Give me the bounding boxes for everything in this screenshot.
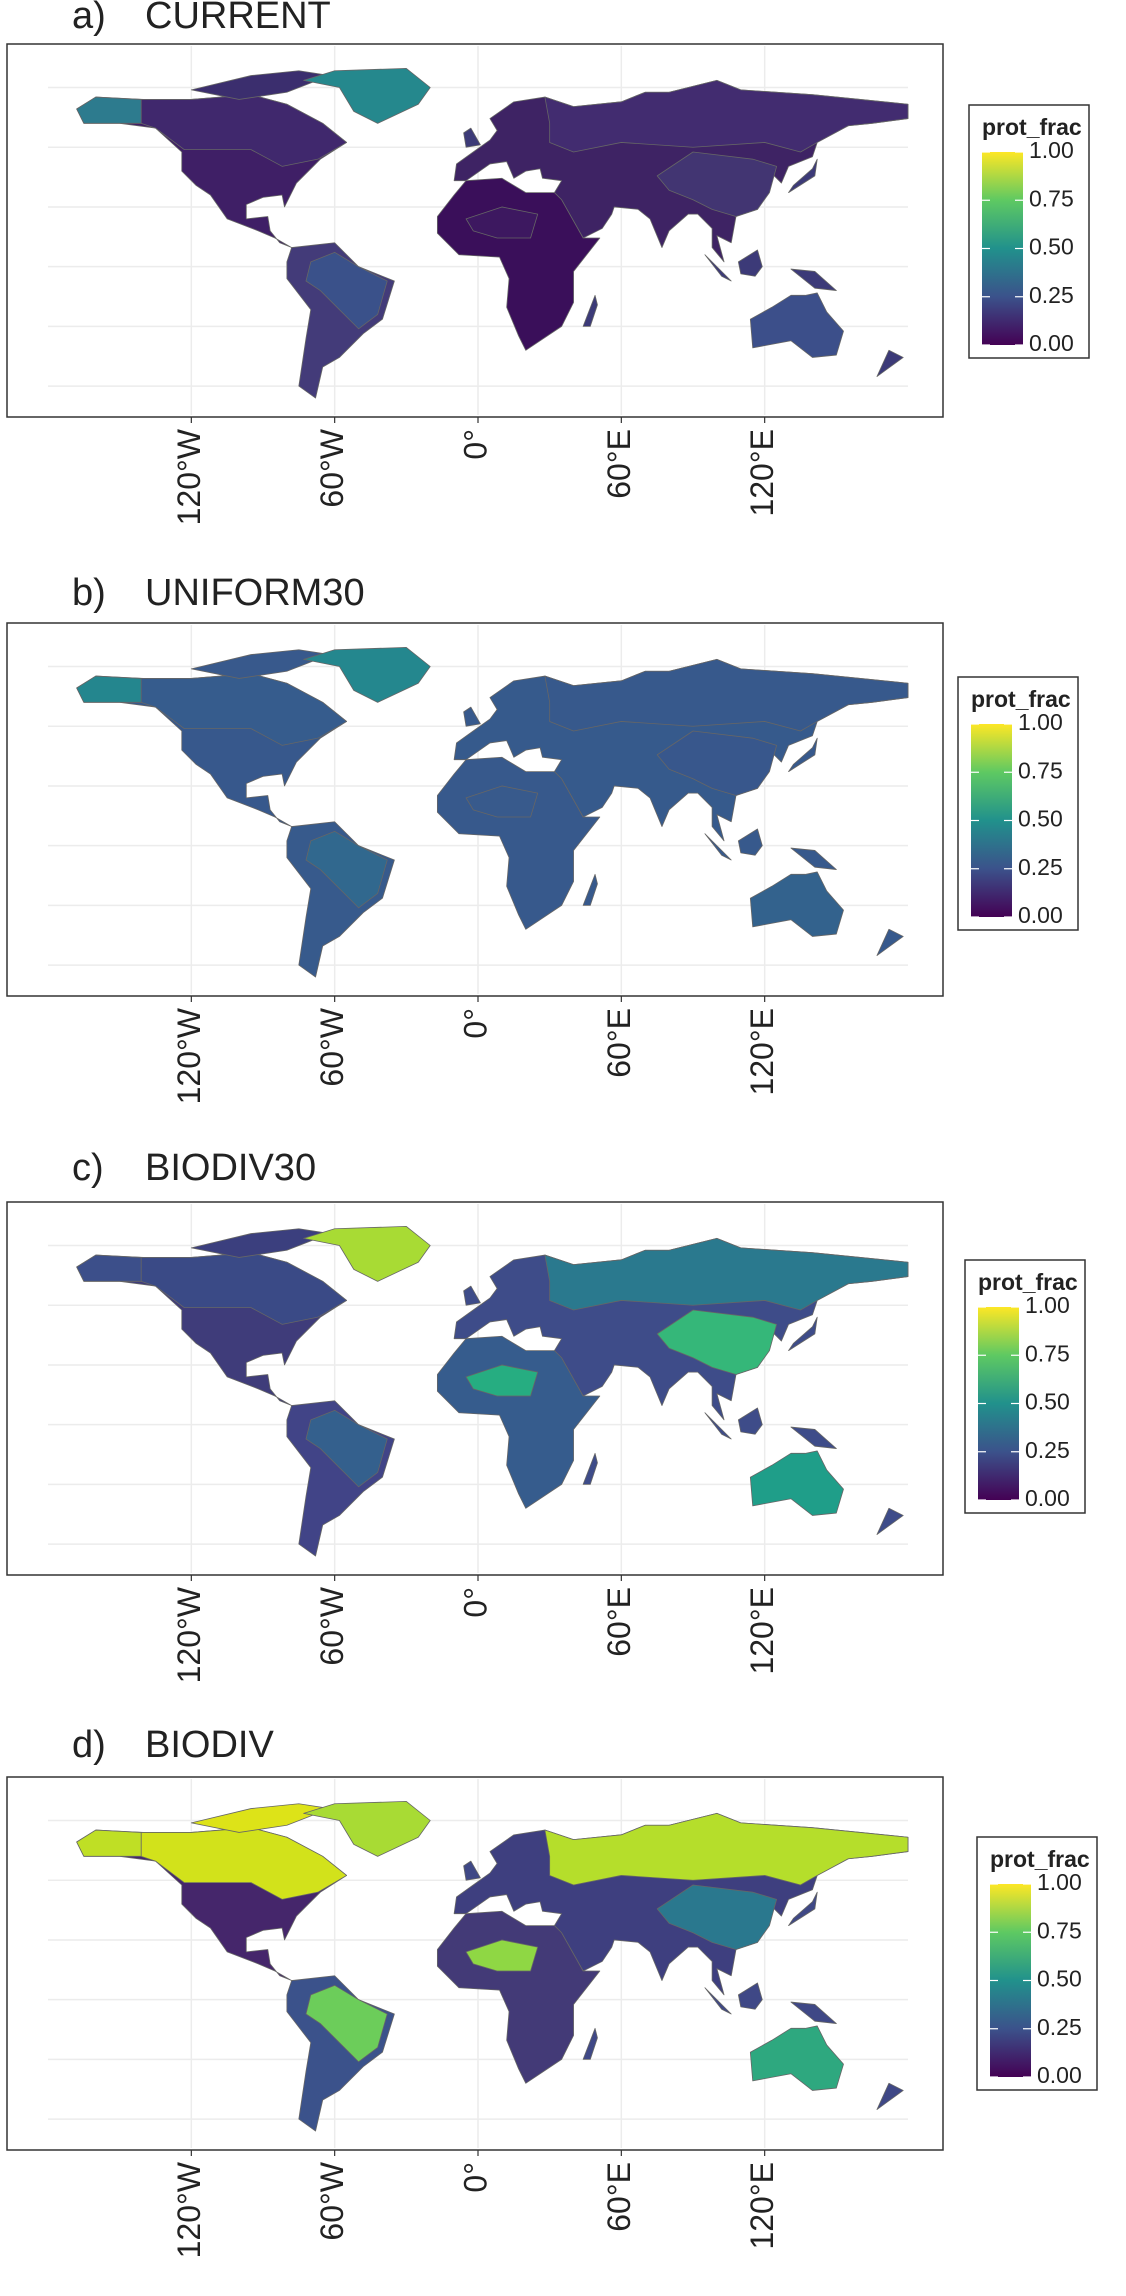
x-tick-label: 120°E	[744, 1008, 780, 1096]
legend-tick-label: 1.00	[1025, 1292, 1070, 1318]
x-tick-label: 60°E	[601, 1008, 637, 1078]
legend-tick-label: 0.25	[1037, 2014, 1082, 2040]
x-tick-label: 60°W	[314, 1007, 350, 1086]
legend-tick-label: 0.00	[1018, 902, 1063, 928]
legend-tick-label: 0.75	[1018, 757, 1063, 783]
panel-title: BIODIV30	[145, 1147, 316, 1189]
panel-label: c)	[72, 1147, 104, 1189]
legend-title: prot_frac	[990, 1846, 1090, 1872]
x-tick-label: 0°	[457, 1008, 493, 1039]
panel-label: b)	[72, 572, 106, 614]
x-tick-label: 60°W	[314, 428, 350, 507]
x-tick-label: 0°	[457, 429, 493, 460]
legend-title: prot_frac	[978, 1269, 1078, 1295]
legend-tick-label: 1.00	[1029, 137, 1074, 163]
legend-tick-label: 0.75	[1029, 185, 1074, 211]
legend-tick-label: 0.50	[1029, 234, 1074, 260]
x-tick-label: 120°E	[744, 1587, 780, 1675]
legend-title: prot_frac	[982, 114, 1082, 140]
legend-tick-label: 0.50	[1037, 1966, 1082, 1992]
x-tick-label: 120°W	[171, 1586, 207, 1683]
x-tick-label: 120°W	[171, 1007, 207, 1104]
x-tick-label: 60°E	[601, 1587, 637, 1657]
legend-tick-label: 0.25	[1025, 1437, 1070, 1463]
x-tick-label: 120°E	[744, 2162, 780, 2250]
legend-tick-label: 0.00	[1037, 2062, 1082, 2088]
legend-tick-label: 0.50	[1018, 806, 1063, 832]
legend-tick-label: 0.75	[1037, 1917, 1082, 1943]
x-tick-label: 60°W	[314, 2161, 350, 2240]
legend-tick-label: 0.00	[1029, 330, 1074, 356]
panel-title: CURRENT	[145, 0, 331, 37]
map-panel: c) BIODIV30 120°W 60°W 0° 60°E 120°E prot_frac 0…	[6, 1147, 1086, 1683]
x-tick-label: 120°W	[171, 2161, 207, 2258]
map-panel: b) UNIFORM30 120°W 60°W 0° 60°E 120°E prot_frac…	[6, 572, 1079, 1104]
panel-label: d)	[72, 1724, 106, 1766]
x-tick-label: 0°	[457, 2162, 493, 2193]
legend-tick-label: 0.00	[1025, 1485, 1070, 1511]
legend-tick-label: 0.50	[1025, 1389, 1070, 1415]
x-tick-label: 60°W	[314, 1586, 350, 1665]
legend-tick-label: 0.25	[1029, 282, 1074, 308]
x-tick-label: 0°	[457, 1587, 493, 1618]
legend-tick-label: 0.75	[1025, 1340, 1070, 1366]
x-tick-label: 60°E	[601, 429, 637, 499]
legend-tick-label: 1.00	[1018, 709, 1063, 735]
map-panel: d) BIODIV 120°W 60°W 0° 60°E 120°E prot_frac 0.0…	[6, 1724, 1098, 2258]
legend-tick-label: 1.00	[1037, 1869, 1082, 1895]
panel-title: BIODIV	[145, 1724, 274, 1766]
panel-label: a)	[72, 0, 106, 37]
x-tick-label: 120°E	[744, 429, 780, 517]
legend-tick-label: 0.25	[1018, 854, 1063, 880]
x-tick-label: 120°W	[171, 428, 207, 525]
x-tick-label: 60°E	[601, 2162, 637, 2232]
panel-title: UNIFORM30	[145, 572, 365, 614]
legend-title: prot_frac	[971, 686, 1071, 712]
map-panel: a) CURRENT 120°W 60°W 0° 60°E 120°E prot_frac 0.…	[6, 0, 1090, 525]
